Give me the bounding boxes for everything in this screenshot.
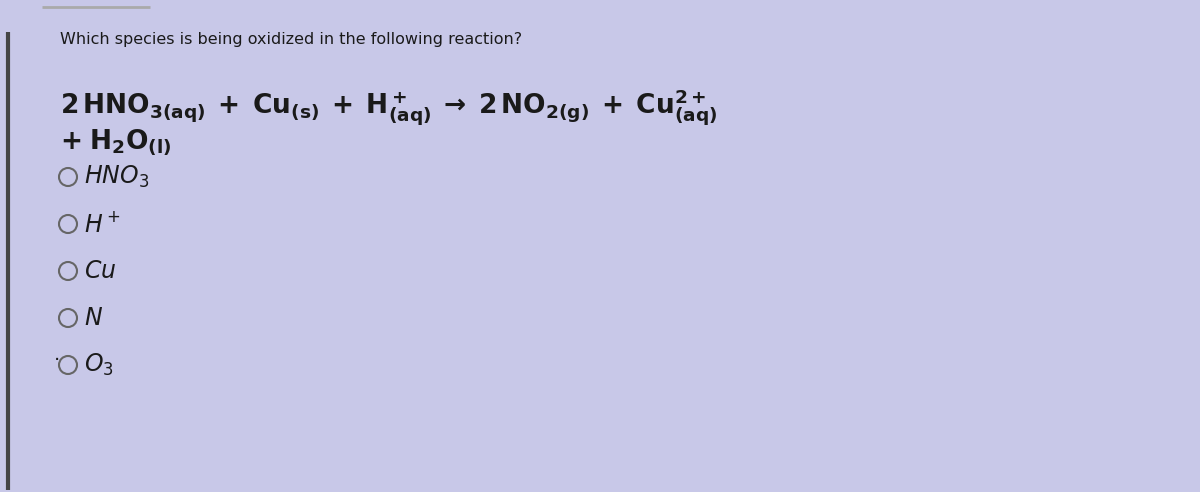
Text: $N$: $N$ — [84, 306, 103, 330]
Text: $O_3$: $O_3$ — [84, 352, 114, 378]
Text: $Cu$: $Cu$ — [84, 259, 116, 283]
Text: ·: · — [54, 351, 60, 370]
Text: $\mathbf{+\;H_2O_{(l)}}$: $\mathbf{+\;H_2O_{(l)}}$ — [60, 127, 172, 156]
Text: $\mathbf{2\,HNO_{3(aq)}\;+\;Cu_{(s)}\;+\;H^+_{(aq)}\;\rightarrow\;2\,NO_{2(g)}\;: $\mathbf{2\,HNO_{3(aq)}\;+\;Cu_{(s)}\;+\… — [60, 87, 718, 127]
Text: $H^+$: $H^+$ — [84, 212, 121, 237]
Text: Which species is being oxidized in the following reaction?: Which species is being oxidized in the f… — [60, 32, 522, 47]
Text: $HNO_3$: $HNO_3$ — [84, 164, 149, 190]
